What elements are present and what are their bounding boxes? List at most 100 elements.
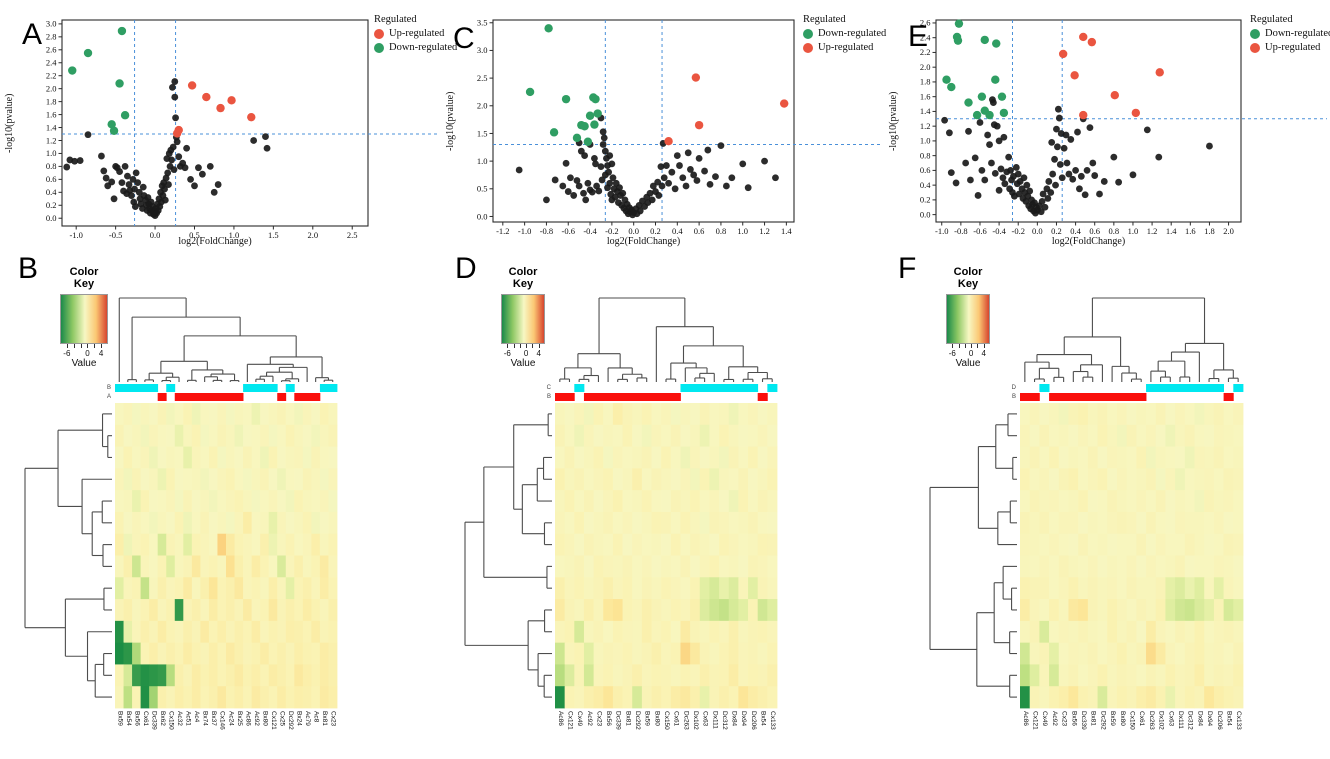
data-point — [992, 39, 1001, 48]
heatmap-cell — [1097, 686, 1108, 709]
color-key-labels: -6 0 4 — [60, 349, 108, 358]
heatmap-cell — [748, 403, 759, 426]
heatmap-cell — [574, 533, 585, 556]
heatmap-cell — [748, 686, 759, 709]
heatmap-cell — [1020, 490, 1031, 513]
heatmap-cell — [1233, 599, 1244, 622]
heatmap-cell — [1165, 642, 1176, 665]
heatmap-cell — [738, 446, 749, 469]
x-tick-label: -0.8 — [954, 226, 967, 236]
heatmap-cell — [680, 620, 691, 644]
data-point — [1054, 143, 1061, 151]
heatmap-cell — [1184, 642, 1195, 665]
group-row-label: A — [106, 394, 111, 400]
heatmap-cell — [260, 490, 270, 513]
heatmap-cell — [1020, 599, 1031, 622]
heatmap-cell — [234, 620, 244, 644]
heatmap-cell — [1039, 424, 1050, 447]
heatmap-cell — [748, 533, 759, 556]
color-key-tick — [977, 344, 979, 348]
heatmap-cell — [311, 424, 321, 447]
heatmap-cell — [251, 555, 261, 578]
heatmap-cell — [583, 577, 595, 600]
data-point — [549, 128, 559, 137]
volcano-plot-c: -1.2 -1.0 -0.8 -0.6 -0.4 -0.2 0.0 0.2 0.4 0.6 0.8 1… — [477, 18, 883, 236]
heatmap-cell — [208, 664, 218, 687]
heatmap-cell — [140, 533, 150, 556]
heatmap-cell — [574, 468, 585, 491]
data-point — [1023, 181, 1031, 189]
heatmap-cell — [251, 664, 261, 687]
column-label: Bx54 — [124, 711, 132, 726]
heatmap-cell — [690, 533, 701, 556]
legend-item: Up-regulated — [1250, 42, 1330, 53]
heatmap-cell — [555, 642, 566, 665]
heatmap-cell — [226, 642, 235, 665]
data-point — [1096, 190, 1103, 198]
heatmap-cell — [612, 533, 623, 556]
column-label: Bx80 — [1118, 711, 1126, 726]
group-bar-cell — [1194, 384, 1205, 392]
heatmap-cell — [1116, 424, 1128, 447]
heatmap-cell — [268, 599, 278, 622]
column-label: Dc206 — [749, 711, 757, 730]
group-bar-cell — [294, 393, 304, 401]
column-label: Cx121 — [566, 711, 574, 730]
group-bar-cell — [1233, 384, 1244, 392]
heatmap-cell — [157, 403, 167, 426]
heatmap-cell — [183, 686, 193, 709]
heatmap-cell — [132, 599, 142, 622]
heatmap-cell — [1068, 468, 1079, 491]
heatmap-cell — [1097, 599, 1108, 622]
heatmap-cell — [243, 577, 253, 600]
y-tick-label: 0.8 — [46, 161, 57, 171]
heatmap-cell — [243, 533, 253, 556]
data-point — [1067, 136, 1075, 143]
heatmap-cell — [564, 620, 575, 644]
group-bar-cell — [140, 384, 150, 392]
x-axis-label: log2(FoldChange) — [1051, 236, 1126, 247]
heatmap-cell — [583, 424, 595, 447]
data-point — [988, 159, 995, 167]
data-point — [263, 144, 271, 152]
y-tick-label: 3.0 — [477, 45, 488, 55]
data-point — [564, 188, 572, 195]
heatmap-cell — [1039, 446, 1050, 469]
data-point — [722, 182, 730, 190]
data-point — [1045, 178, 1053, 185]
group-bar-cell — [149, 384, 159, 392]
y-tick-label: 0.4 — [46, 187, 57, 197]
data-point — [580, 189, 587, 197]
heatmap-cell — [757, 446, 768, 469]
group-bar-cell — [1165, 384, 1176, 392]
heatmap-cell — [277, 403, 287, 426]
heatmap-cell — [157, 642, 167, 665]
heatmap-cell — [234, 490, 244, 513]
data-point — [181, 164, 189, 172]
heatmap-cell — [622, 664, 633, 687]
x-tick-label: 1.8 — [1204, 226, 1215, 236]
heatmap-cell — [555, 664, 566, 687]
column-label: Dc339 — [150, 711, 158, 730]
color-key-gradient — [946, 294, 990, 344]
heatmap-cell — [166, 620, 176, 644]
heatmap-cell — [1233, 468, 1244, 491]
group-bar-cell — [603, 393, 614, 401]
heatmap-cell — [260, 468, 270, 491]
heatmap-cell — [661, 664, 672, 687]
heatmap-cell — [564, 533, 575, 556]
heatmap-cell — [294, 403, 304, 426]
heatmap-cell — [709, 446, 720, 469]
data-point — [98, 152, 105, 160]
heatmap-cell — [564, 599, 575, 622]
heatmap-cell — [651, 577, 662, 600]
heatmap-cell — [1223, 511, 1234, 535]
heatmap-cell — [583, 446, 595, 469]
heatmap-cell — [243, 403, 253, 426]
color-key-tick — [507, 344, 509, 348]
data-point — [995, 137, 1003, 145]
heatmap-cell — [641, 424, 652, 447]
heatmap-cell — [690, 642, 701, 665]
heatmap-cell — [302, 555, 312, 578]
